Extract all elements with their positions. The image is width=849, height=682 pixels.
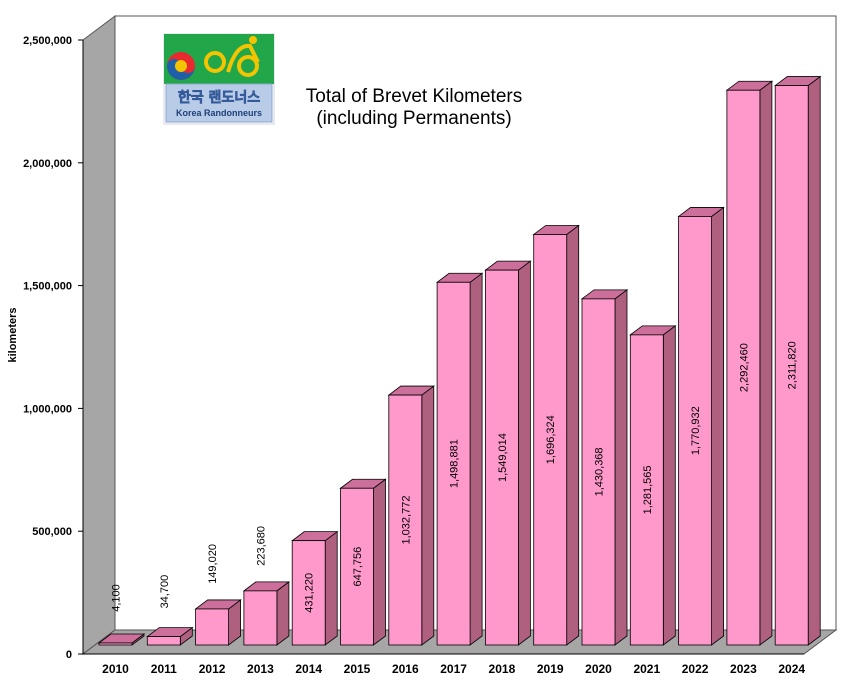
bar-side [324,530,338,646]
bar-side [662,325,676,646]
bar [242,581,291,646]
bar-side [614,289,628,646]
bar-side [373,478,386,646]
data-label: 34,700 [159,575,171,609]
data-label: 2,292,460 [738,343,750,392]
bar-front [195,608,230,646]
bar-front [388,394,423,646]
bar-side [518,260,531,646]
data-label: 1,498,881 [449,439,461,488]
bar-side [276,581,290,646]
chart-title: Total of Brevet Kilometers [306,86,522,107]
x-tick-label: 2019 [537,662,564,676]
x-tick-label: 2017 [440,662,467,676]
bar [339,478,387,646]
bar-front [774,85,809,646]
data-label: 1,281,565 [642,465,654,514]
y-tick-label: 500,000 [32,526,72,538]
data-label: 4,100 [111,584,123,612]
data-label: 647,756 [352,547,364,587]
x-tick-label: 2015 [344,662,371,676]
x-tick-label: 2011 [151,662,177,676]
bar-front [98,642,133,646]
data-label: 223,680 [255,526,267,566]
data-label: 431,220 [304,573,316,613]
x-tick-label: 2016 [392,662,419,676]
bar-front [581,298,616,646]
bar [532,224,580,646]
x-tick-label: 2018 [489,662,516,676]
x-tick-label: 2013 [247,662,274,676]
bar [677,206,725,646]
bar-side [421,385,435,646]
x-tick-labels: 2010 2011 2012 2013 2014 2015 2016 2017 2018 2019… [102,662,805,676]
bar-front [340,487,374,646]
bar [97,633,146,646]
data-label: 1,430,368 [594,447,606,496]
y-tick-label: 0 [66,649,72,661]
bar-front [533,234,568,646]
x-tick-label: 2014 [295,662,322,676]
data-label: 1,032,772 [400,496,412,545]
bar-front [726,89,761,646]
bar [387,385,435,646]
bars: 4,100 34,700 149,020 223,680 431,220 647,756 1… [97,75,822,646]
bar [774,75,822,646]
y-tick-label: 1,000,000 [23,403,72,415]
bar-side [759,80,773,646]
chart-side-wall [82,15,116,655]
bar-side [711,206,724,646]
bar [435,272,484,646]
bar-side [807,75,821,646]
bar-front [243,590,278,646]
bar-side [566,224,580,646]
x-tick-label: 2022 [682,662,709,676]
bar-front [291,540,326,646]
chart-subtitle: (including Permanents) [316,108,511,129]
bar-front [678,216,712,646]
bar-side [469,272,483,646]
y-axis-label: kilometers [7,307,19,362]
bar [194,599,242,646]
y-axis: 0 500,000 1,000,000 1,500,000 2,000,000 2,500… [23,35,84,661]
data-label: 1,549,014 [497,433,509,482]
bar [629,325,677,646]
data-label: 1,770,932 [690,406,702,455]
y-tick-label: 1,500,000 [23,281,72,293]
x-tick-label: 2012 [199,662,226,676]
data-label: 2,311,820 [787,341,799,389]
x-tick-label: 2010 [102,662,129,676]
bar-front [436,281,471,646]
x-tick-label: 2024 [778,662,805,676]
bar-front [629,334,664,646]
data-label: 149,020 [207,544,219,584]
bar [484,260,532,646]
x-tick-label: 2023 [730,662,757,676]
bar-front [146,636,181,646]
x-tick-label: 2020 [585,662,612,676]
bar [146,626,194,646]
bar [580,289,629,646]
bar [725,80,774,646]
x-tick-label: 2021 [633,662,660,676]
data-label: 1,696,324 [545,415,557,464]
logo-text-english: Korea Randonneurs [176,108,262,118]
bar [291,530,339,646]
y-tick-label: 2,500,000 [23,35,72,47]
korea-randonneurs-logo: 한국 랜도너스 Korea Randonneurs [163,33,275,125]
y-tick-label: 2,000,000 [23,158,72,170]
bar-front [484,269,519,646]
logo-text-korean: 한국 랜도너스 [178,89,260,106]
